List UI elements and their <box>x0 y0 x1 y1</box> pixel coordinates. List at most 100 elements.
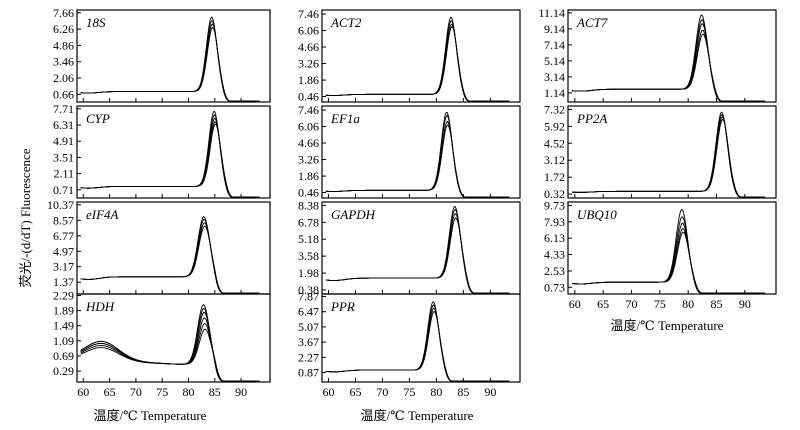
panel-gene-label: GAPDH <box>331 207 376 222</box>
melt-curves <box>571 208 765 294</box>
melt-curve-series <box>325 23 510 102</box>
panel-18s: 18S 0.66 2.06 3.46 4.86 6.26 7.66 <box>53 6 271 103</box>
y-tick-label: 4.66 <box>298 40 319 54</box>
y-tick-label: 2.06 <box>53 71 74 85</box>
y-tick-label: 3.12 <box>544 153 565 167</box>
melt-curves <box>325 301 510 382</box>
y-tick-label: 1.49 <box>53 319 74 333</box>
y-axis-title: 荧光/-(d/dT) Fluorescence <box>18 148 33 287</box>
panel-gene-label: PPR <box>330 299 355 314</box>
y-tick-label: 6.78 <box>298 215 319 229</box>
y-tick-label: 6.26 <box>53 22 74 36</box>
y-tick-label: 3.26 <box>298 153 319 167</box>
y-tick-label: 3.67 <box>298 335 319 349</box>
y-tick-label: 4.91 <box>53 134 74 148</box>
panel-gene-label: EF1a <box>330 111 360 126</box>
x-tick-label: 85 <box>209 385 221 399</box>
y-tick-label: 2.29 <box>53 289 74 303</box>
melt-curve-series <box>571 118 765 198</box>
y-tick-label: 9.14 <box>544 22 565 36</box>
y-tick-label: 1.09 <box>53 334 74 348</box>
panel-frame <box>76 9 271 103</box>
melt-curve-series <box>80 20 260 102</box>
panel-gene-label: ACT2 <box>330 15 362 30</box>
x-axis-title-right: 温度/℃ Temperature <box>611 318 724 333</box>
y-tick-label: 0.66 <box>53 87 74 101</box>
y-tick-label: 0.38 <box>298 283 319 297</box>
x-tick-label: 80 <box>182 385 194 399</box>
y-tick-label: 1.37 <box>53 275 74 289</box>
panel-frame <box>76 293 271 383</box>
panel-frame <box>567 201 777 295</box>
melt-curve-series <box>80 322 260 382</box>
y-tick-label: 4.66 <box>298 136 319 150</box>
y-tick-label: 4.97 <box>53 244 74 258</box>
y-tick-label: 4.86 <box>53 38 74 52</box>
y-tick-label: 6.06 <box>298 120 319 134</box>
y-tick-label: 1.89 <box>53 304 74 318</box>
x-tick-label: 65 <box>104 385 116 399</box>
y-tick-label: 9.73 <box>544 198 565 212</box>
melt-curve-series <box>571 231 765 294</box>
y-tick-label: 7.71 <box>53 102 74 116</box>
panel-frame <box>321 9 521 103</box>
y-tick-label: 8.38 <box>298 198 319 212</box>
melt-curve-series <box>80 16 260 102</box>
y-tick-label: 0.73 <box>544 280 565 294</box>
y-tick-label: 4.52 <box>544 136 565 150</box>
melt-curve-series <box>80 311 260 382</box>
y-tick-label: 5.14 <box>544 54 565 68</box>
melt-curve-series <box>80 328 260 382</box>
melt-curve-series <box>80 23 260 102</box>
y-tick-label: 7.46 <box>298 7 319 21</box>
melt-curve-series <box>325 114 510 198</box>
melt-curve-series <box>571 116 765 198</box>
panel-frame <box>76 105 271 199</box>
x-tick-label: 65 <box>597 297 609 311</box>
melt-curve-series <box>325 311 510 382</box>
melt-curves <box>325 111 510 198</box>
panel-ubq10: UBQ10 0.73 2.53 4.33 6.13 7.93 9.73 60 65 70 75 80 8… <box>544 198 777 311</box>
y-tick-label: 5.07 <box>298 320 319 334</box>
panel-frame <box>321 105 521 199</box>
melt-curve-series <box>80 218 260 294</box>
melt-curve-series <box>571 227 765 294</box>
y-tick-label: 0.87 <box>298 366 319 380</box>
panel-gene-label: CYP <box>86 111 110 126</box>
melt-curve-series <box>80 114 260 198</box>
x-tick-label: 60 <box>569 297 581 311</box>
y-tick-label: 0.69 <box>53 349 74 363</box>
melt-curve-series <box>80 117 260 198</box>
y-tick-label: 3.17 <box>53 260 74 274</box>
y-tick-label: 6.47 <box>298 305 319 319</box>
y-tick-label: 7.87 <box>298 289 319 303</box>
y-tick-label: 7.93 <box>544 215 565 229</box>
panel-pp2a: PP2A 0.32 1.72 3.12 4.52 5.92 7.32 <box>544 102 777 201</box>
melt-curve-series <box>325 124 510 198</box>
x-tick-label: 75 <box>156 385 168 399</box>
y-tick-label: 3.51 <box>53 150 74 164</box>
x-tick-label: 85 <box>457 385 469 399</box>
melt-curve-series <box>571 33 765 102</box>
melt-curve-series <box>80 123 260 198</box>
melt-curve-series <box>80 121 260 198</box>
y-tick-label: 2.53 <box>544 264 565 278</box>
y-tick-label: 11.14 <box>538 6 565 20</box>
y-tick-label: 0.32 <box>544 187 565 201</box>
x-tick-label: 75 <box>403 385 415 399</box>
panel-gapdh: GAPDH 0.38 1.98 3.58 5.18 6.78 8.38 <box>298 198 521 297</box>
panel-gene-label: UBQ10 <box>577 207 617 222</box>
melt-curve-series <box>325 25 510 102</box>
y-tick-label: 7.14 <box>544 38 565 52</box>
y-tick-label: 3.14 <box>544 70 565 84</box>
y-tick-label: 6.77 <box>53 229 74 243</box>
melt-curves <box>325 206 510 294</box>
x-tick-label: 80 <box>682 297 694 311</box>
melt-curve-series <box>325 217 510 294</box>
melt-curves <box>325 16 510 102</box>
melt-curve-series <box>325 120 510 198</box>
y-tick-label: 1.98 <box>298 266 319 280</box>
melt-curve-series <box>571 29 765 102</box>
y-tick-label: 5.92 <box>544 119 565 133</box>
